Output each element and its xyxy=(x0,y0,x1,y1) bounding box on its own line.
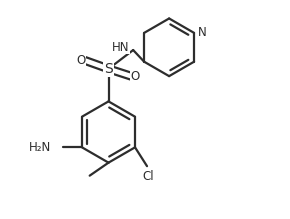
Text: Cl: Cl xyxy=(142,170,154,183)
Text: H₂N: H₂N xyxy=(29,141,51,154)
Text: HN: HN xyxy=(112,41,130,54)
Text: O: O xyxy=(76,54,86,67)
Text: S: S xyxy=(104,62,113,76)
Text: O: O xyxy=(131,70,140,83)
Text: N: N xyxy=(198,26,206,39)
